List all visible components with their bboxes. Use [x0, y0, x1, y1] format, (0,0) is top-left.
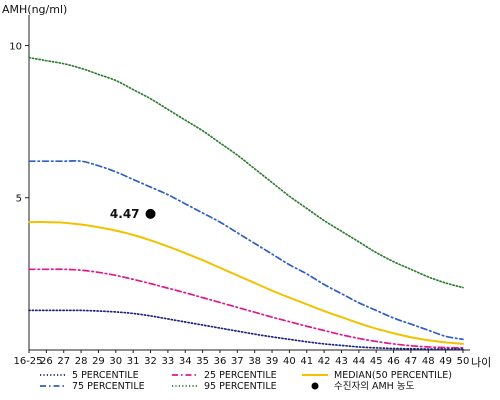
x-tick-label: 38: [248, 356, 261, 367]
legend: 5 PERCENTILE 25 PERCENTILE MEDIAN(50 PERCE…: [40, 370, 452, 392]
legend-label: 수진자의 AMH 농도: [334, 381, 415, 392]
x-tick-label: 35: [196, 356, 209, 367]
x-tick-label: 28: [75, 356, 88, 367]
x-tick-label: 36: [214, 356, 227, 367]
y-axis-title: AMH(ng/ml): [2, 3, 67, 16]
x-tick-label: 29: [92, 356, 105, 367]
x-tick-label: 31: [127, 356, 140, 367]
y-ticks: 10 5: [9, 41, 29, 205]
x-tick-label: 32: [144, 356, 157, 367]
x-tick-label: 34: [179, 356, 192, 367]
x-tick-label: 40: [283, 356, 296, 367]
x-tick-label: 48: [422, 356, 435, 367]
legend-label: 75 PERCENTILE: [72, 381, 145, 392]
x-tick-label: 33: [162, 356, 175, 367]
y-tick-label: 10: [9, 41, 22, 52]
legend-label: 5 PERCENTILE: [72, 370, 139, 381]
x-tick-label: 45: [370, 356, 383, 367]
series-line-5-percentile: [28, 309, 464, 350]
x-tick-label: 41: [300, 356, 313, 367]
x-tick-label: 43: [335, 356, 348, 367]
x-tick-label: 37: [231, 356, 244, 367]
x-tick-label: 27: [57, 356, 70, 367]
legend-label: MEDIAN(50 PERCENTILE): [334, 370, 452, 381]
x-tick-label: 39: [266, 356, 279, 367]
x-tick-label: 30: [109, 356, 122, 367]
amh-patient-value-label: 4.47: [110, 207, 140, 221]
series-line-median-50-percentile: [28, 221, 464, 345]
axes: AMH(ng/ml) 나이: [2, 3, 491, 369]
x-tick-label: 16-25: [13, 356, 42, 367]
y-tick-label: 5: [16, 194, 22, 205]
x-axis-title: 나이: [471, 356, 491, 369]
series-line-25-percentile: [28, 268, 464, 349]
x-tick-label: 46: [387, 356, 400, 367]
x-tick-label: 42: [318, 356, 331, 367]
legend-swatch-point: [311, 382, 319, 390]
x-tick-label: 44: [352, 356, 365, 367]
series-line-95-percentile: [28, 56, 464, 289]
legend-label: 95 PERCENTILE: [204, 381, 277, 392]
x-tick-label: 50: [457, 356, 470, 367]
series-line-75-percentile: [28, 159, 464, 341]
x-tick-label: 49: [439, 356, 452, 367]
x-tick-label: 26: [40, 356, 53, 367]
series-lines: [28, 56, 464, 350]
amh-patient-point: [145, 208, 156, 219]
highlight-group: 4.47: [110, 207, 156, 221]
x-tick-label: 47: [405, 356, 418, 367]
legend-label: 25 PERCENTILE: [204, 370, 277, 381]
